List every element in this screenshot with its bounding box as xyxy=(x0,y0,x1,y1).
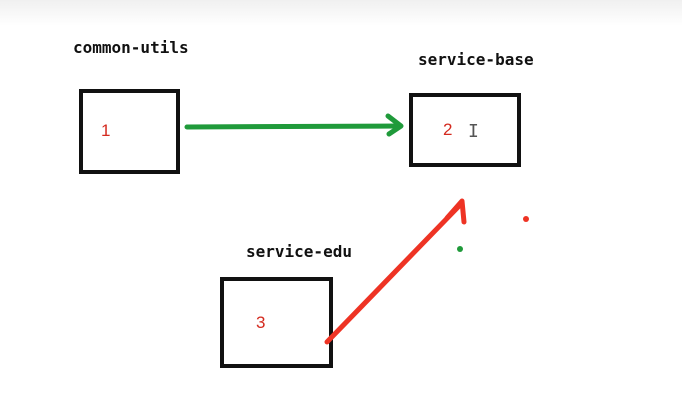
red-arrow-head xyxy=(444,198,467,225)
label-service-edu: service-edu xyxy=(246,242,352,261)
box-common-utils xyxy=(79,89,180,174)
text-cursor-icon: I xyxy=(468,121,479,142)
arrow-common-utils-to-service-base xyxy=(184,113,404,137)
green-arrow-head xyxy=(385,113,404,137)
arrow-service-edu-to-service-base xyxy=(324,198,467,345)
top-band xyxy=(0,0,682,26)
box-number-1: 1 xyxy=(101,121,111,140)
box-service-base xyxy=(409,93,521,167)
box-number-3: 3 xyxy=(256,313,266,332)
box-service-edu xyxy=(220,277,333,368)
label-common-utils: common-utils xyxy=(73,38,189,57)
red-arrow-shaft xyxy=(324,201,464,345)
box-number-2: 2 xyxy=(443,120,453,139)
green-dot-mark xyxy=(457,246,463,252)
green-arrow-shaft xyxy=(184,123,403,130)
red-dot-mark xyxy=(523,216,529,222)
label-service-base: service-base xyxy=(418,50,534,69)
